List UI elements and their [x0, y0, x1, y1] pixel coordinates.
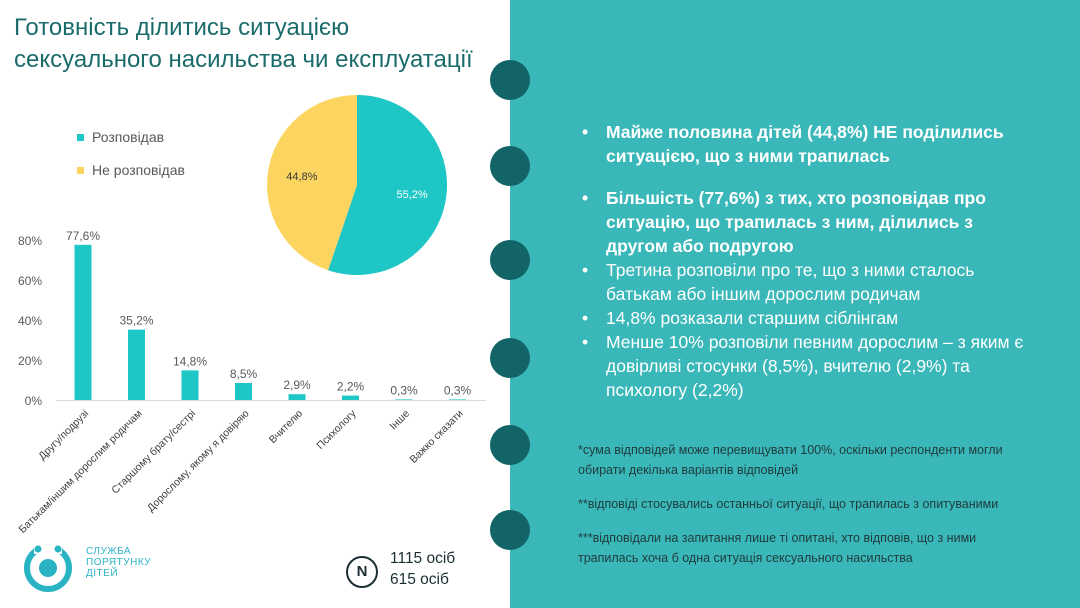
finding-item: 14,8% розказали старшим сіблінгам	[578, 306, 1038, 330]
charts-area: 55,2% 44,8% Розповідав Не розповідав 0% 20%…	[17, 95, 486, 536]
footnote: *сума відповідей може перевищувати 100%,…	[578, 443, 1003, 477]
title-line-2: сексуального насильства чи експлуатації	[14, 46, 473, 73]
x-category-label: Дорослому, якому я довіряю	[145, 408, 252, 515]
pie-data-label: 55,2%	[396, 189, 427, 201]
pie-slice	[328, 95, 448, 275]
bar	[235, 383, 252, 400]
x-category-label: Вчителю	[267, 408, 305, 446]
bar	[181, 370, 199, 400]
bar-data-label: 0,3%	[444, 383, 472, 397]
pie-slice	[267, 95, 357, 271]
bar-data-label: 2,9%	[283, 378, 311, 392]
finding-item: Більшість (77,6%) з тих, хто розповідав …	[578, 186, 1038, 258]
finding-item: Майже половина дітей (44,8%) НЕ поділили…	[578, 120, 1038, 168]
footnote: **відповіді стосувались останньої ситуац…	[578, 497, 999, 511]
legend-label: Не розповідав	[92, 162, 185, 178]
bar	[449, 399, 466, 400]
binder-rings	[490, 0, 532, 608]
bar-data-label: 0,3%	[390, 383, 418, 397]
legend-label: Розповідав	[92, 129, 164, 145]
binder-ring	[490, 425, 530, 465]
y-tick-label: 40%	[18, 314, 42, 328]
bar-data-label: 2,2%	[337, 380, 365, 394]
logo-text: СЛУЖБА ПОРЯТУНКУ ДІТЕЙ	[86, 546, 151, 579]
y-tick-label: 80%	[18, 234, 42, 248]
findings-list: Майже половина дітей (44,8%) НЕ поділили…	[578, 120, 1038, 402]
logo-text-line: ПОРЯТУНКУ	[86, 557, 152, 568]
sample-size: N 1115 осіб 615 осіб	[346, 548, 486, 598]
x-category-label: Психологу	[314, 407, 359, 452]
footnotes: *сума відповідей може перевищувати 100%,…	[578, 440, 1038, 582]
y-tick-label: 60%	[18, 274, 42, 288]
legend-swatch	[77, 134, 84, 141]
finding-item: Третина розповіли про те, що з ними стал…	[578, 258, 1038, 306]
sample-size-values: 1115 осіб 615 осіб	[390, 548, 455, 590]
slide-title: Готовність ділитись ситуацією сексуально…	[14, 12, 504, 76]
logo: СЛУЖБА ПОРЯТУНКУ ДІТЕЙ	[20, 538, 170, 598]
x-category-label: Другу/подрузі	[36, 408, 91, 463]
bar-data-label: 77,6%	[66, 229, 100, 243]
finding-item: Менше 10% розповіли певним дорослим – з …	[578, 330, 1038, 402]
x-category-label: Важко сказати	[407, 408, 465, 466]
binder-ring	[490, 510, 530, 550]
sample-size-subset: 615 осіб	[390, 571, 449, 588]
logo-text-line: ДІТЕЙ	[86, 568, 119, 579]
sample-size-total: 1115 осіб	[390, 550, 456, 567]
binder-ring	[490, 240, 530, 280]
bar-data-label: 8,5%	[230, 367, 258, 381]
logo-text-line: СЛУЖБА	[86, 546, 132, 557]
logo-icon	[24, 542, 72, 592]
bar	[395, 399, 413, 400]
bar	[342, 395, 359, 400]
sample-size-icon: N	[346, 556, 378, 588]
pie-legend: Розповідав Не розповідав	[77, 129, 185, 178]
title-line-1: Готовність ділитись ситуацією	[14, 14, 350, 41]
bar	[288, 394, 306, 400]
pie-data-label: 44,8%	[286, 171, 317, 183]
bar-data-label: 35,2%	[119, 314, 153, 328]
legend-swatch	[77, 167, 84, 174]
bar	[128, 329, 145, 400]
binder-ring	[490, 338, 530, 378]
footnote: ***відповідали на запитання лише ті опит…	[578, 531, 977, 565]
y-tick-label: 0%	[25, 394, 43, 408]
bar	[74, 244, 92, 400]
y-tick-label: 20%	[18, 354, 42, 368]
binder-ring	[490, 60, 530, 100]
binder-ring	[490, 146, 530, 186]
bar-data-label: 14,8%	[173, 354, 207, 368]
bar-chart: 0%20%40%60%80% 77,6%Другу/подрузі35,2%Бат…	[17, 229, 486, 536]
pie-chart: 55,2% 44,8%	[267, 95, 448, 275]
x-category-label: Інше	[387, 408, 412, 433]
